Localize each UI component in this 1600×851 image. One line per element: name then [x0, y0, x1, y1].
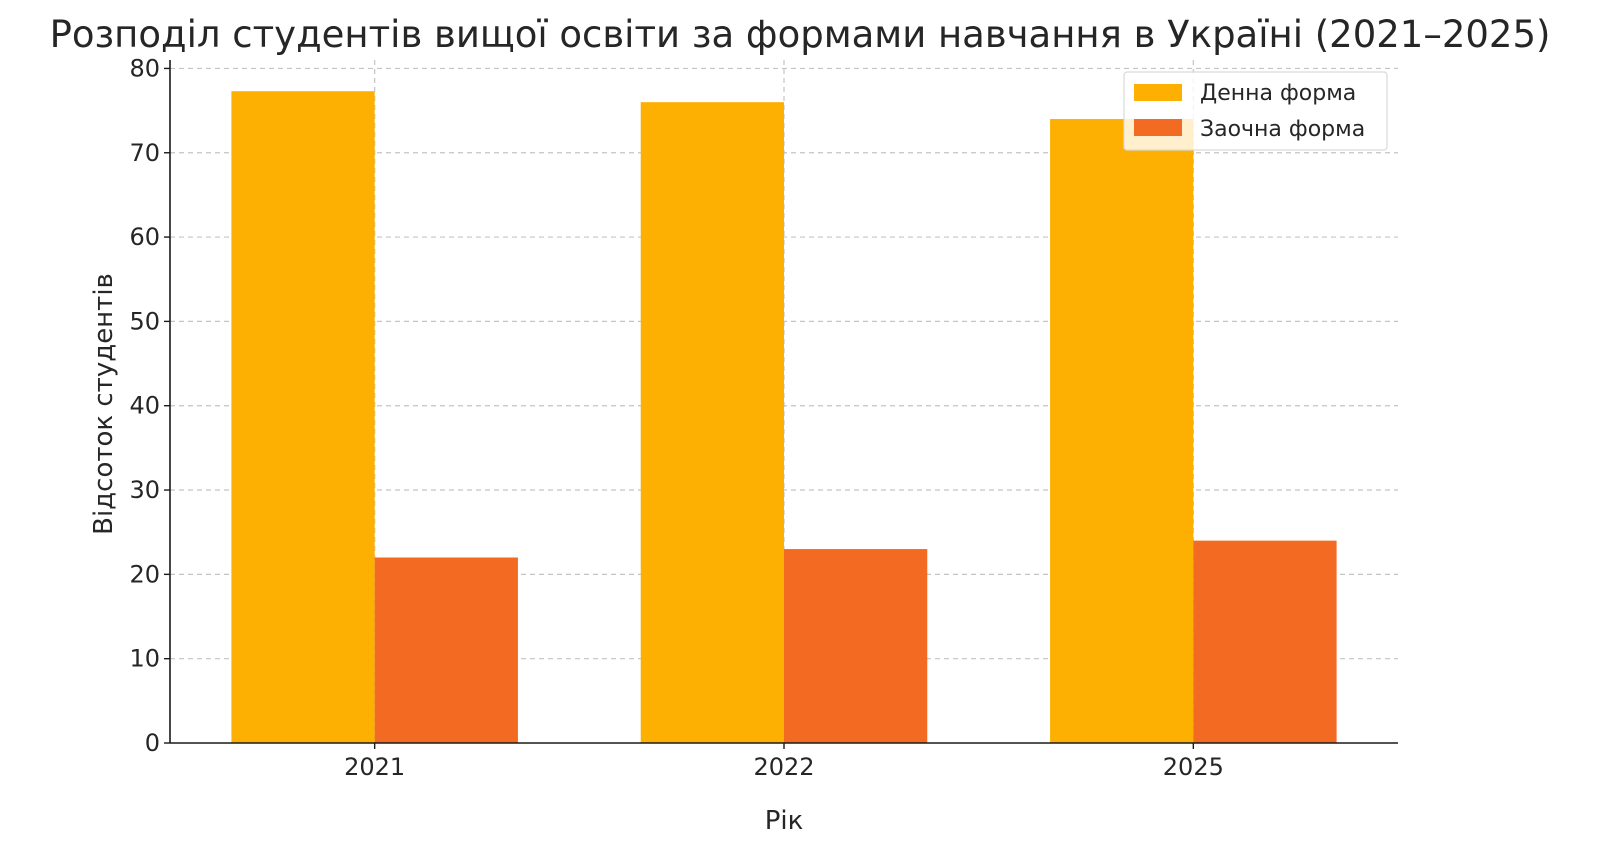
bars — [231, 91, 1337, 744]
y-tick-label-0: 0 — [145, 729, 160, 757]
y-tick-label-20: 20 — [129, 560, 160, 588]
bar-zaochna-forma-2025 — [1193, 540, 1337, 743]
y-tick-label-50: 50 — [129, 307, 160, 335]
bar-denna-forma-2021 — [231, 91, 375, 743]
chart-title: Розподіл студентів вищої освіти за форма… — [50, 13, 1551, 56]
x-tick-label-2021: 2021 — [344, 753, 405, 781]
axes — [164, 60, 1398, 749]
legend-swatch-zaochna-forma — [1134, 119, 1182, 136]
y-tick-label-80: 80 — [129, 54, 160, 82]
x-axis-label: Рік — [765, 806, 804, 836]
legend-swatch-denna-forma — [1134, 84, 1182, 101]
y-tick-label-60: 60 — [129, 223, 160, 251]
bar-zaochna-forma-2021 — [374, 557, 518, 743]
bar-zaochna-forma-2022 — [784, 549, 928, 743]
bar-denna-forma-2022 — [640, 102, 784, 743]
legend: Денна форма Заочна форма — [1123, 71, 1388, 151]
tick-labels: 0 10 20 30 40 50 60 70 80 2021 2022 2025 — [129, 54, 1223, 781]
x-tick-label-2025: 2025 — [1163, 753, 1224, 781]
y-tick-label-70: 70 — [129, 139, 160, 167]
y-tick-label-10: 10 — [129, 645, 160, 673]
y-tick-label-30: 30 — [129, 476, 160, 504]
x-tick-label-2022: 2022 — [753, 753, 814, 781]
y-tick-label-40: 40 — [129, 392, 160, 420]
bar-denna-forma-2025 — [1050, 119, 1194, 744]
legend-label-denna-forma: Денна форма — [1200, 81, 1356, 106]
legend-frame — [1123, 71, 1388, 151]
y-axis-label: Відсоток студентів — [89, 273, 119, 535]
legend-label-zaochna-forma: Заочна форма — [1200, 117, 1365, 142]
